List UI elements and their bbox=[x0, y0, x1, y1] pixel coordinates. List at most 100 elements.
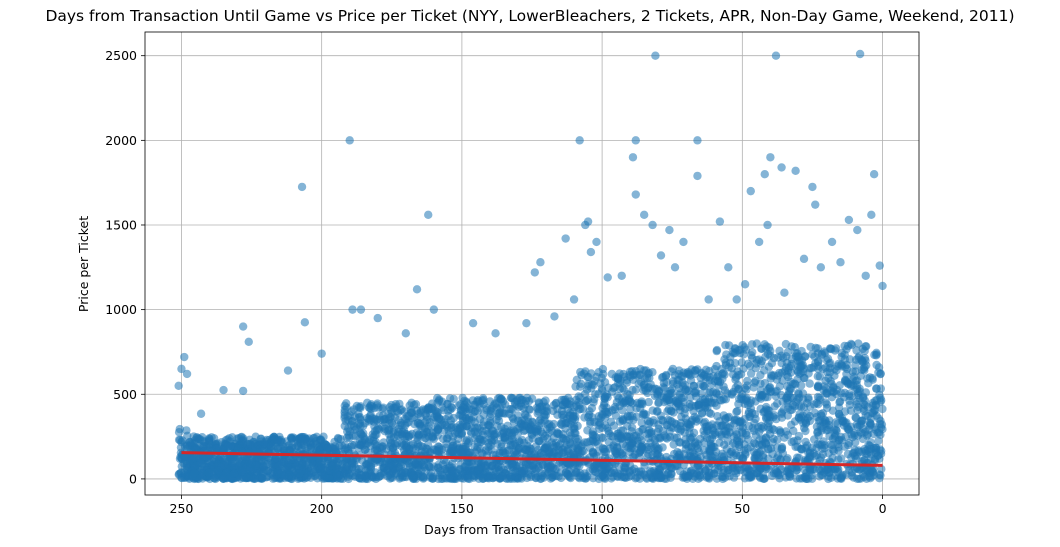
data-point bbox=[876, 419, 885, 429]
data-point bbox=[442, 439, 451, 449]
data-point bbox=[764, 445, 773, 454]
data-point bbox=[458, 393, 467, 403]
data-point bbox=[315, 446, 324, 455]
data-point bbox=[528, 417, 537, 426]
data-point bbox=[634, 427, 644, 437]
data-point bbox=[673, 461, 682, 471]
data-point bbox=[764, 411, 774, 420]
data-point bbox=[615, 417, 625, 426]
data-point bbox=[586, 419, 595, 428]
data-point bbox=[662, 452, 671, 462]
data-point bbox=[724, 263, 733, 272]
data-point bbox=[854, 446, 863, 455]
plot-frame bbox=[144, 31, 920, 496]
data-point bbox=[693, 171, 702, 181]
data-point bbox=[617, 271, 626, 280]
data-point bbox=[751, 376, 760, 385]
data-point bbox=[492, 467, 501, 477]
data-point bbox=[817, 440, 826, 449]
data-point bbox=[532, 465, 541, 474]
data-point bbox=[724, 341, 734, 350]
data-point bbox=[443, 422, 452, 432]
data-point bbox=[246, 439, 255, 448]
data-point bbox=[389, 403, 398, 413]
data-point bbox=[666, 386, 675, 396]
data-point bbox=[878, 404, 887, 414]
data-point bbox=[859, 364, 868, 374]
data-point bbox=[571, 434, 580, 443]
data-point bbox=[342, 403, 351, 412]
data-point bbox=[336, 435, 345, 444]
data-point bbox=[734, 385, 743, 394]
data-point bbox=[773, 399, 782, 408]
data-point bbox=[794, 453, 804, 462]
data-point bbox=[746, 472, 755, 481]
data-point bbox=[669, 440, 678, 449]
data-point bbox=[842, 345, 851, 354]
data-point bbox=[556, 468, 566, 477]
data-point bbox=[218, 474, 228, 483]
data-point bbox=[751, 414, 760, 424]
data-point bbox=[521, 400, 530, 409]
data-point bbox=[379, 403, 388, 412]
data-point bbox=[705, 372, 714, 382]
x-axis-label: Days from Transaction Until Game bbox=[424, 522, 638, 537]
data-point bbox=[553, 404, 562, 414]
data-point bbox=[189, 432, 198, 441]
data-point bbox=[570, 424, 579, 433]
data-point bbox=[778, 376, 787, 385]
x-tick-label: 250 bbox=[170, 501, 194, 516]
data-point bbox=[317, 349, 326, 358]
data-point bbox=[345, 136, 354, 145]
data-point bbox=[629, 415, 638, 425]
data-point bbox=[755, 448, 764, 457]
data-point bbox=[325, 474, 334, 483]
data-point bbox=[754, 440, 764, 450]
data-point bbox=[797, 402, 806, 411]
data-point bbox=[840, 392, 849, 402]
data-point bbox=[659, 372, 668, 382]
data-point bbox=[815, 372, 825, 381]
data-point bbox=[661, 433, 670, 442]
data-point bbox=[858, 357, 867, 366]
data-point bbox=[486, 409, 495, 418]
data-point bbox=[469, 400, 478, 410]
data-point bbox=[737, 358, 746, 367]
data-point bbox=[437, 470, 447, 480]
data-point bbox=[323, 443, 332, 452]
data-point bbox=[844, 215, 854, 225]
data-point bbox=[423, 440, 433, 450]
data-point bbox=[812, 422, 822, 431]
data-point bbox=[779, 405, 788, 414]
data-point bbox=[799, 254, 809, 264]
data-point bbox=[771, 392, 781, 401]
data-point bbox=[424, 432, 434, 441]
data-point bbox=[861, 388, 870, 397]
data-point bbox=[481, 461, 491, 470]
data-point bbox=[721, 361, 731, 370]
data-point bbox=[827, 237, 837, 247]
data-point bbox=[614, 433, 623, 443]
data-point bbox=[650, 444, 659, 453]
data-point bbox=[351, 464, 360, 473]
data-point bbox=[493, 422, 502, 431]
data-point bbox=[416, 408, 425, 417]
data-point bbox=[748, 423, 757, 433]
data-point bbox=[766, 153, 775, 162]
data-point bbox=[704, 295, 713, 304]
data-point bbox=[276, 435, 286, 445]
data-point bbox=[373, 313, 382, 323]
data-point bbox=[575, 382, 585, 391]
data-point bbox=[720, 426, 729, 436]
data-point bbox=[587, 403, 597, 413]
data-point bbox=[229, 469, 239, 478]
data-point bbox=[685, 423, 694, 432]
data-point bbox=[574, 392, 583, 401]
data-point bbox=[437, 445, 447, 454]
data-point bbox=[639, 210, 649, 220]
data-point bbox=[633, 398, 642, 408]
data-point bbox=[225, 434, 234, 443]
data-point bbox=[566, 400, 575, 410]
data-point bbox=[875, 261, 884, 270]
